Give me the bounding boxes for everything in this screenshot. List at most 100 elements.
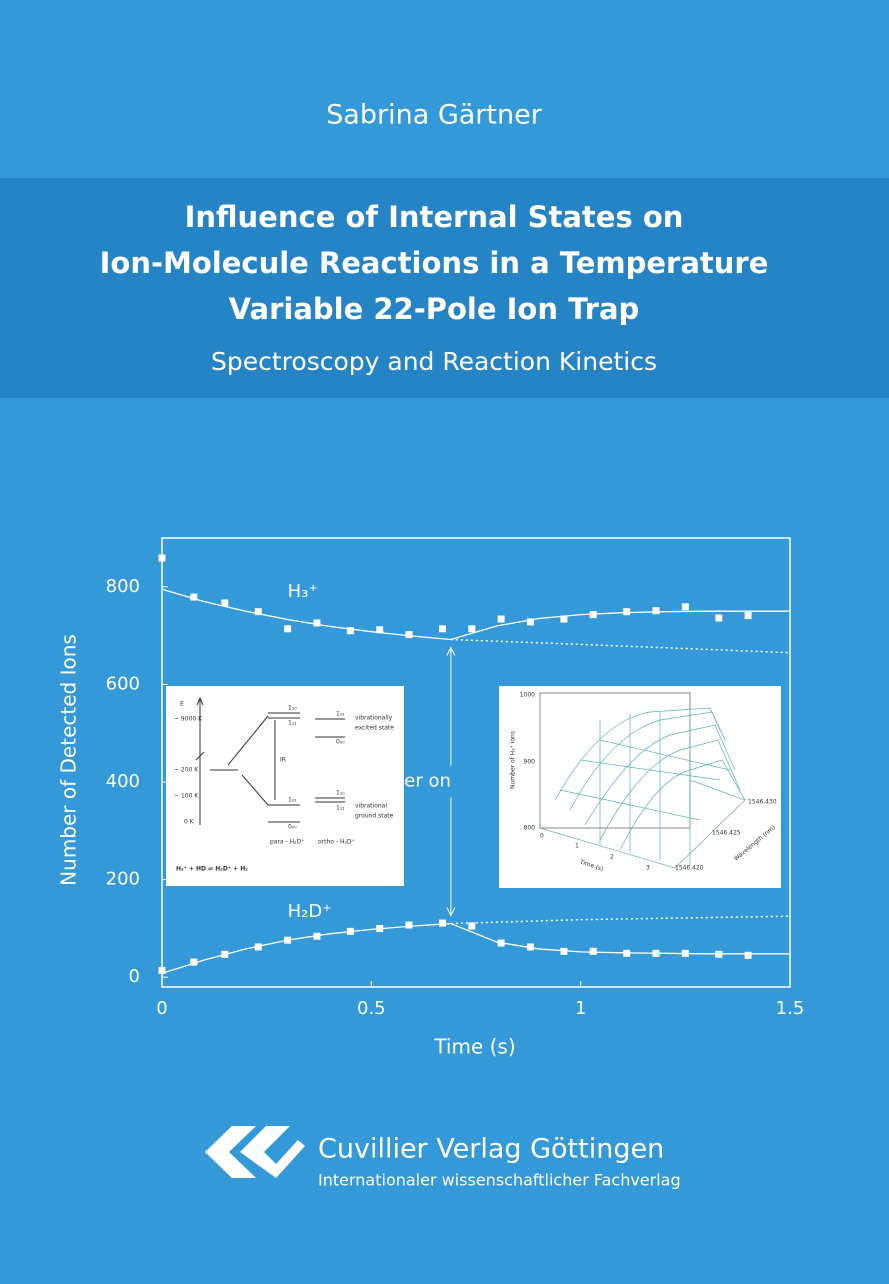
x-tick-label: 0	[156, 998, 167, 1019]
data-point	[346, 627, 354, 635]
data-point	[376, 626, 384, 634]
title: Ion-Molecule Reactions in a Temperature	[100, 246, 769, 280]
series-label: H₃⁺	[288, 581, 318, 602]
level-label: 1₁₀	[336, 790, 345, 797]
data-point	[190, 593, 198, 601]
x-tick-label: 1	[575, 998, 586, 1019]
data-point	[313, 619, 321, 627]
subtitle: Spectroscopy and Reaction Kinetics	[211, 347, 657, 376]
y-tick-label: 400	[106, 771, 140, 792]
data-point	[560, 615, 568, 623]
data-point	[376, 924, 384, 932]
level-label: 1₁₁	[288, 720, 297, 727]
y-tick-label: 800	[106, 576, 140, 597]
fit-line	[450, 610, 790, 641]
tick-label: 1	[575, 843, 579, 850]
level-label: 1₁₁	[336, 805, 345, 812]
data-point	[652, 949, 660, 957]
data-point	[405, 921, 413, 929]
state-label: ground state	[355, 813, 394, 820]
reaction: H₃⁺ + HD ⇌ H₂D⁺ + H₂	[176, 866, 248, 873]
mesh	[539, 692, 746, 869]
tick-label: 1546.430	[748, 799, 777, 806]
series-label: H₂D⁺	[288, 901, 332, 922]
title: Influence of Internal States on	[185, 200, 684, 234]
y-tick-label: 600	[106, 673, 140, 694]
state-label: vibrationally	[355, 715, 393, 722]
publisher-name: Cuvillier Verlag Göttingen	[318, 1134, 664, 1165]
data-point	[589, 611, 597, 619]
data-point	[468, 625, 476, 633]
para-label: para - H₂D⁺	[270, 839, 304, 846]
author: Sabrina Gärtner	[326, 100, 543, 131]
data-point	[221, 950, 229, 958]
state-label: excited state	[355, 725, 394, 732]
data-point	[497, 939, 505, 947]
data-point	[744, 951, 752, 959]
data-point	[715, 614, 723, 622]
diagram-lines	[195, 696, 345, 825]
data-point	[497, 615, 505, 623]
tick-label: 800	[524, 825, 536, 832]
data-point	[221, 599, 229, 607]
x-axis-label: Time (s)	[433, 1035, 515, 1059]
tick-label: 3	[646, 865, 650, 872]
data-point	[468, 922, 476, 930]
y-axis-label: Number of Detected Ions	[57, 634, 81, 886]
chart: Time (s) Number of Detected Ions 0200400…	[57, 537, 805, 1059]
data-point	[652, 607, 660, 615]
temp-label: 0 K	[184, 819, 195, 826]
data-point	[158, 554, 166, 562]
data-point	[526, 618, 534, 626]
data-point	[439, 625, 447, 633]
tick-label: 1000	[520, 692, 535, 699]
x-tick-label: 1.5	[776, 998, 805, 1019]
tick-label: 0	[540, 833, 544, 840]
data-point	[405, 631, 413, 639]
data-point	[623, 949, 631, 957]
title: Variable 22-Pole Ion Trap	[229, 292, 640, 326]
data-point	[190, 958, 198, 966]
title-band	[0, 178, 889, 398]
x-tick-label: 0.5	[357, 998, 386, 1019]
tick-label: 1546.425	[712, 830, 741, 837]
data-point	[254, 943, 262, 951]
arrow-head	[446, 907, 456, 917]
temp-label: ~ 200 K	[174, 767, 199, 774]
inset-box	[166, 686, 404, 886]
level-label: 1₁₀	[288, 705, 297, 712]
ir-label: IR	[280, 757, 286, 764]
data-point	[284, 625, 292, 633]
y-tick-label: 0	[129, 966, 140, 987]
data-point	[589, 947, 597, 955]
inset-3d-plot: 1000 900 800 Number of H₃⁺ ions 0 1 2 3 …	[499, 686, 781, 888]
data-point	[158, 966, 166, 974]
level-label: 1₀₁	[336, 711, 345, 718]
ortho-label: ortho - H₂D⁺	[318, 839, 355, 846]
inset-energy-diagram: E ~ 9000 K ~ 200 K ~ 100 K 0 K IR 1₁₀ 1₁…	[166, 686, 404, 886]
data-point	[526, 943, 534, 951]
data-point	[439, 919, 447, 927]
temp-label: ~ 9000 K	[174, 716, 203, 723]
level-label: 0₀₀	[288, 824, 297, 831]
y-tick-label: 200	[106, 869, 140, 890]
state-label: vibrational	[355, 803, 387, 810]
tick-label: 900	[524, 759, 536, 766]
tick-label: 2	[610, 854, 614, 861]
data-point	[254, 608, 262, 616]
data-point	[623, 608, 631, 616]
data-point	[681, 603, 689, 611]
data-point	[284, 936, 292, 944]
data-point	[744, 612, 752, 620]
data-point	[681, 949, 689, 957]
level-label: 1₀₁	[288, 797, 297, 804]
temp-label: ~ 100 K	[174, 793, 199, 800]
data-point	[313, 932, 321, 940]
tick-label: 1546.420	[675, 865, 704, 872]
level-label: 0₀₀	[336, 739, 345, 746]
axis-label: Number of H₃⁺ ions	[510, 731, 517, 789]
logo-mark	[240, 1126, 305, 1178]
energy-label: E	[180, 701, 184, 708]
